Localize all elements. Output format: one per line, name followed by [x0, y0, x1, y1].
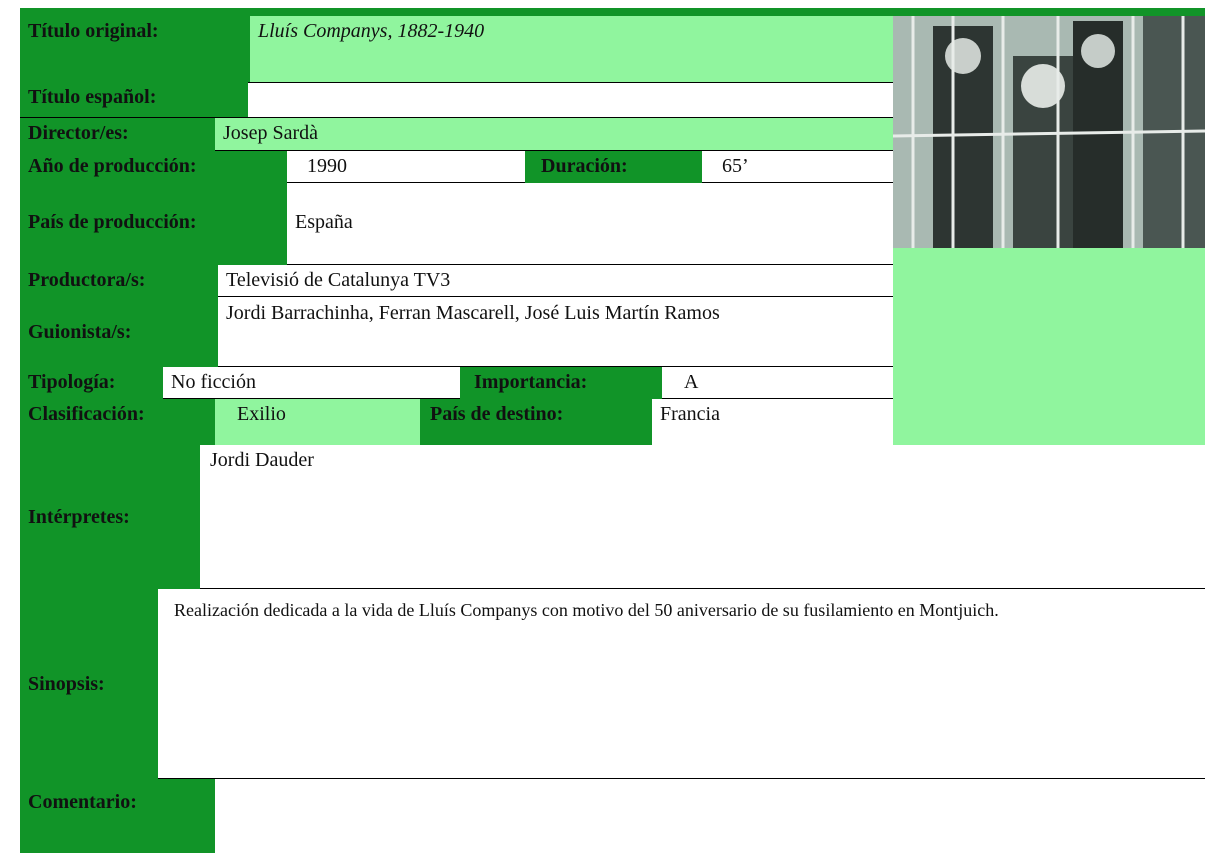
label: Duración:: [525, 151, 702, 183]
label: Título original:: [20, 16, 250, 82]
value: Francia: [652, 399, 893, 445]
value: Jordi Dauder: [200, 445, 1205, 589]
value: 1990: [287, 151, 525, 183]
label: Director/es:: [20, 118, 215, 151]
label: Guionista/s:: [20, 297, 218, 367]
value: No ficción: [163, 367, 460, 399]
label: Comentario:: [20, 779, 215, 853]
label: Título español:: [20, 82, 248, 118]
label: Sinopsis:: [20, 589, 158, 779]
value: Televisió de Catalunya TV3: [218, 265, 893, 297]
label: Clasificación:: [20, 399, 215, 445]
value: Jordi Barrachinha, Ferran Mascarell, Jos…: [218, 297, 893, 367]
label: Tipología:: [20, 367, 163, 399]
label: País de producción:: [20, 183, 287, 265]
photo-area: [892, 16, 1206, 445]
photo: [892, 16, 1206, 248]
value: Exilio: [215, 399, 420, 445]
value: [248, 82, 893, 118]
label: Productora/s:: [20, 265, 218, 297]
label: Importancia:: [460, 367, 662, 399]
label: País de destino:: [420, 399, 652, 445]
label: Año de producción:: [20, 151, 287, 183]
top-bar: [20, 8, 1205, 16]
value: Josep Sardà: [215, 118, 893, 151]
value: 65’: [702, 151, 893, 183]
value: España: [287, 183, 893, 265]
label: Intérpretes:: [20, 445, 200, 589]
value: Realización dedicada a la vida de Lluís …: [158, 589, 1205, 779]
value: Lluís Companys, 1882-1940: [250, 16, 893, 82]
value: A: [662, 367, 893, 399]
